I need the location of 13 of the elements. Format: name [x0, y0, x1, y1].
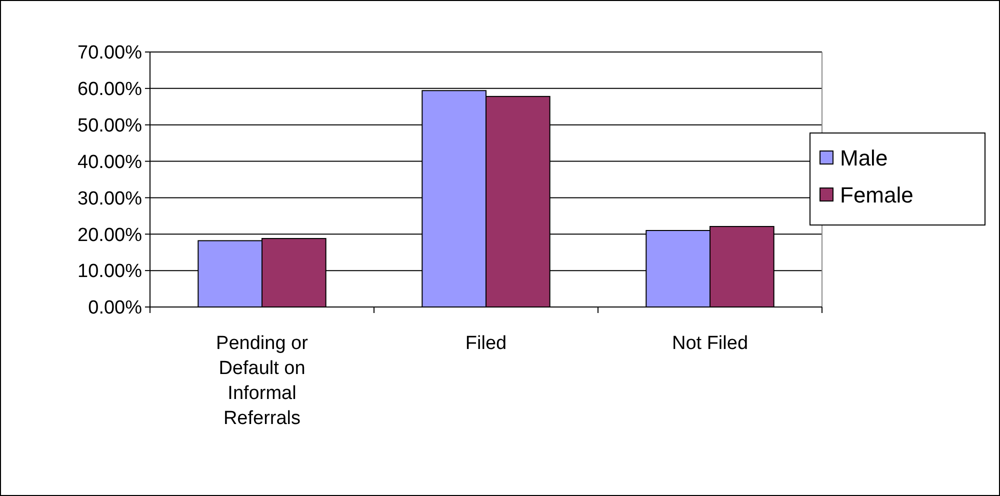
y-tick-label: 10.00%	[78, 261, 142, 282]
y-tick-label: 40.00%	[78, 152, 142, 173]
y-tick-label: 50.00%	[78, 116, 142, 137]
legend-label: Female	[840, 182, 914, 208]
x-tick-label: Filed	[465, 333, 507, 354]
y-tick-label: 30.00%	[78, 188, 142, 210]
y-tick-label: 20.00%	[78, 224, 142, 246]
y-tick-label: 70.00%	[78, 42, 142, 64]
y-tick-label: 60.00%	[78, 79, 142, 100]
x-tick-label: Pending or Default on Informal Referrals	[216, 333, 309, 429]
y-tick-label: 0.00%	[88, 298, 142, 319]
legend-label: Male	[840, 146, 888, 171]
x-tick-label: Not Filed	[672, 333, 748, 354]
